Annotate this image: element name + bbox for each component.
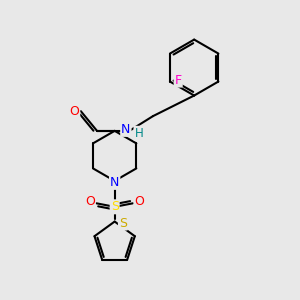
Text: O: O	[134, 195, 144, 208]
Text: N: N	[121, 123, 130, 136]
Text: S: S	[111, 200, 119, 213]
Text: F: F	[175, 74, 182, 87]
Text: O: O	[69, 105, 79, 118]
Text: H: H	[134, 127, 143, 140]
Text: N: N	[110, 176, 119, 189]
Text: S: S	[119, 217, 127, 230]
Text: O: O	[85, 195, 95, 208]
